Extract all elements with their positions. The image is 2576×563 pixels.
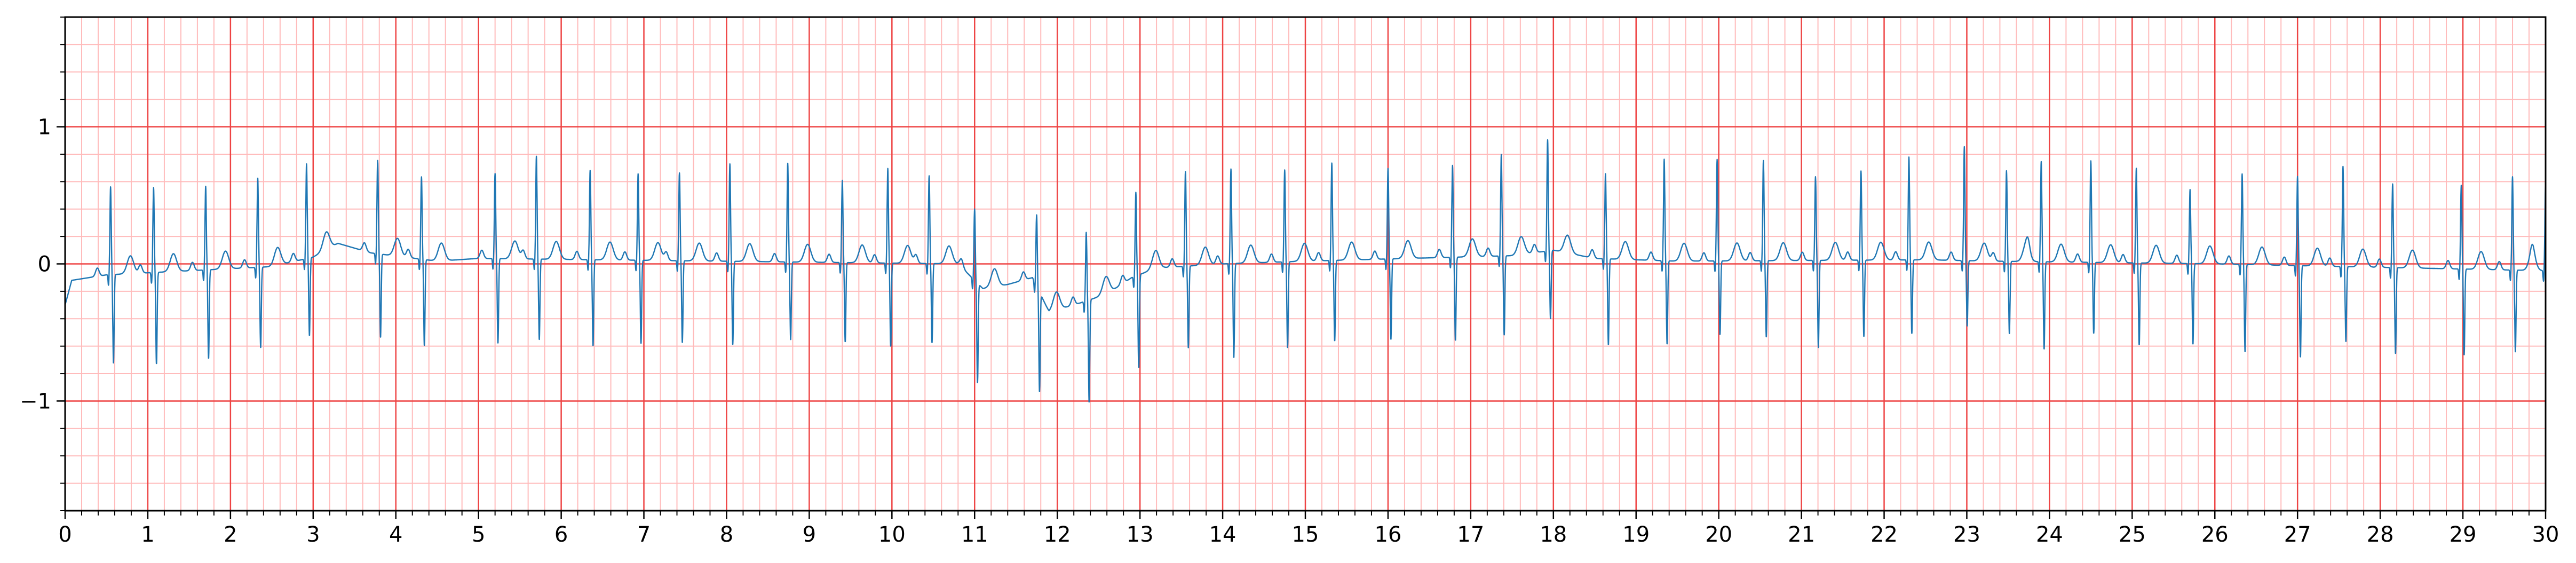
x-tick-label: 0 xyxy=(58,522,72,547)
x-tick-label: 20 xyxy=(1705,522,1732,547)
x-tick-label: 23 xyxy=(1953,522,1980,547)
x-tick-label: 7 xyxy=(637,522,651,547)
major-grid xyxy=(64,17,2547,511)
ecg-signal-line xyxy=(64,139,2547,403)
x-tick-label: 30 xyxy=(2532,522,2559,547)
x-tick-label: 2 xyxy=(224,522,237,547)
x-tick-label: 22 xyxy=(1870,522,1898,547)
x-tick-label: 27 xyxy=(2284,522,2311,547)
x-tick-label: 14 xyxy=(1209,522,1237,547)
x-tick-label: 15 xyxy=(1292,522,1319,547)
x-tick-label: 21 xyxy=(1788,522,1815,547)
x-tick-label: 18 xyxy=(1540,522,1567,547)
x-tick-label: 16 xyxy=(1374,522,1401,547)
x-tick-label: 11 xyxy=(961,522,988,547)
series-group xyxy=(64,139,2547,403)
y-tick-label: −1 xyxy=(20,389,51,414)
x-tick-label: 28 xyxy=(2367,522,2394,547)
x-tick-label: 13 xyxy=(1127,522,1154,547)
x-tick-label: 8 xyxy=(720,522,733,547)
y-axis-ticks: −1 0 1 xyxy=(20,17,65,511)
x-axis-ticks: 0 1 2 3 4 5 6 7 8 9 10 11 12 13 14 15 16 17 18 19 20 21 22 23 24… xyxy=(58,511,2559,547)
x-tick-label: 17 xyxy=(1457,522,1484,547)
x-tick-label: 5 xyxy=(472,522,485,547)
x-tick-label: 12 xyxy=(1044,522,1071,547)
x-tick-label: 1 xyxy=(141,522,154,547)
x-tick-label: 6 xyxy=(554,522,568,547)
x-tick-label: 10 xyxy=(878,522,906,547)
x-tick-label: 29 xyxy=(2450,522,2477,547)
x-tick-label: 26 xyxy=(2201,522,2229,547)
x-tick-label: 9 xyxy=(803,522,816,547)
x-tick-label: 3 xyxy=(306,522,320,547)
x-tick-label: 19 xyxy=(1622,522,1650,547)
x-tick-label: 4 xyxy=(389,522,402,547)
x-tick-label: 24 xyxy=(2036,522,2063,547)
y-tick-label: 1 xyxy=(38,115,51,140)
y-tick-label: 0 xyxy=(38,252,51,277)
x-tick-label: 25 xyxy=(2119,522,2146,547)
